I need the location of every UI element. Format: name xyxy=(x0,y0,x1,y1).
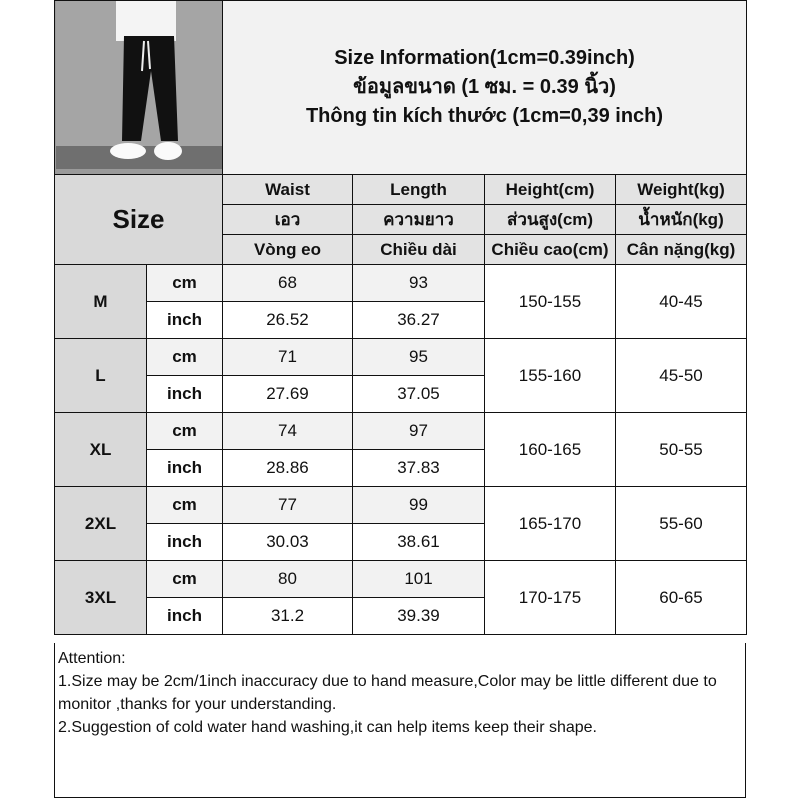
table-row: 2XL cm 77 99 165-170 55-60 xyxy=(54,486,748,561)
product-photo xyxy=(54,0,223,175)
waist-cm: 68 xyxy=(222,264,353,302)
header-weight-vi: Cân nặng(kg) xyxy=(614,234,748,265)
unit-cm: cm xyxy=(146,338,223,376)
table-row: XL cm 74 97 160-165 50-55 xyxy=(54,412,748,487)
table-row: inch 30.03 38.61 xyxy=(55,523,747,561)
length-cm: 99 xyxy=(352,486,485,524)
unit-inch: inch xyxy=(146,523,223,561)
height-range: 160-165 xyxy=(484,412,616,487)
header-height-vi: Chiều cao(cm) xyxy=(484,234,616,265)
waist-cm: 80 xyxy=(222,560,353,598)
size-table: Size Information(1cm=0.39inch) ข้อมูลขนา… xyxy=(54,0,748,635)
length-cm: 93 xyxy=(352,264,485,302)
size-name: 3XL xyxy=(54,560,147,635)
waist-cm: 77 xyxy=(222,486,353,524)
unit-inch: inch xyxy=(146,449,223,487)
unit-inch: inch xyxy=(146,375,223,413)
size-header: Size xyxy=(54,174,223,265)
weight-range: 55-60 xyxy=(614,486,748,561)
unit-inch: inch xyxy=(146,301,223,339)
length-inch: 36.27 xyxy=(352,301,485,339)
size-info-title: Size Information(1cm=0.39inch) ข้อมูลขนา… xyxy=(221,0,748,175)
table-row: M cm 68 93 150-155 40-45 xyxy=(54,264,748,339)
note-1: 1.Size may be 2cm/1inch inaccuracy due t… xyxy=(58,673,717,713)
unit-inch: inch xyxy=(146,597,223,635)
table-row: inch 28.86 37.83 xyxy=(55,449,747,487)
header-length: Length xyxy=(352,174,485,205)
table-row: L cm 71 95 155-160 45-50 xyxy=(54,338,748,413)
size-name: XL xyxy=(54,412,147,487)
title-en: Size Information(1cm=0.39inch) xyxy=(334,47,635,69)
weight-range: 60-65 xyxy=(614,560,748,635)
header-height: Height(cm) xyxy=(484,174,616,205)
header-length-th: ความยาว xyxy=(352,204,485,235)
waist-inch: 28.86 xyxy=(222,449,353,487)
size-name: L xyxy=(54,338,147,413)
size-name: 2XL xyxy=(54,486,147,561)
header-weight: Weight(kg) xyxy=(614,174,748,205)
title-th: ข้อมูลขนาด (1 ซม. = 0.39 นิ้ว) xyxy=(353,76,616,98)
length-inch: 38.61 xyxy=(352,523,485,561)
title-vi: Thông tin kích thước (1cm=0,39 inch) xyxy=(305,105,664,127)
height-range: 165-170 xyxy=(484,486,616,561)
height-range: 150-155 xyxy=(484,264,616,339)
note-2: 2.Suggestion of cold water hand washing,… xyxy=(58,719,597,736)
header-height-th: ส่วนสูง(cm) xyxy=(484,204,616,235)
waist-inch: 26.52 xyxy=(222,301,353,339)
length-cm: 95 xyxy=(352,338,485,376)
length-inch: 37.05 xyxy=(352,375,485,413)
length-inch: 37.83 xyxy=(352,449,485,487)
unit-cm: cm xyxy=(146,486,223,524)
waist-cm: 74 xyxy=(222,412,353,450)
weight-range: 50-55 xyxy=(614,412,748,487)
header-waist-vi: Vòng eo xyxy=(222,234,353,265)
height-range: 155-160 xyxy=(484,338,616,413)
size-name: M xyxy=(54,264,147,339)
table-row: 3XL cm 80 101 170-175 60-65 xyxy=(54,560,748,635)
length-inch: 39.39 xyxy=(352,597,485,635)
weight-range: 40-45 xyxy=(614,264,748,339)
header-weight-th: น้ำหนัก(kg) xyxy=(614,204,748,235)
unit-cm: cm xyxy=(146,264,223,302)
weight-range: 45-50 xyxy=(614,338,748,413)
height-range: 170-175 xyxy=(484,560,616,635)
unit-cm: cm xyxy=(146,560,223,598)
attention-notes: Attention: 1.Size may be 2cm/1inch inacc… xyxy=(54,643,746,798)
table-row: inch 31.2 39.39 xyxy=(55,597,747,635)
unit-cm: cm xyxy=(146,412,223,450)
waist-cm: 71 xyxy=(222,338,353,376)
length-cm: 97 xyxy=(352,412,485,450)
header-length-vi: Chiều dài xyxy=(352,234,485,265)
waist-inch: 31.2 xyxy=(222,597,353,635)
header-waist: Waist xyxy=(222,174,353,205)
length-cm: 101 xyxy=(352,560,485,598)
waist-inch: 27.69 xyxy=(222,375,353,413)
waist-inch: 30.03 xyxy=(222,523,353,561)
notes-heading: Attention: xyxy=(58,650,126,667)
header-waist-th: เอว xyxy=(222,204,353,235)
table-row: inch 27.69 37.05 xyxy=(55,375,747,413)
